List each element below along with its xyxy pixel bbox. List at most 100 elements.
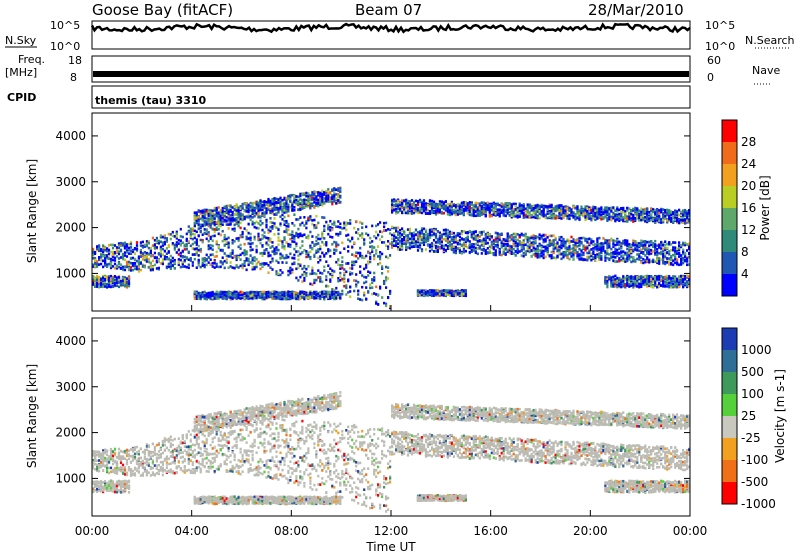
- scatter-cell: [389, 242, 392, 246]
- scatter-cell: [227, 210, 230, 213]
- scatter-cell: [468, 240, 471, 243]
- scatter-cell: [295, 199, 298, 202]
- scatter-cell: [241, 202, 244, 206]
- scatter-cell: [405, 234, 408, 237]
- scatter-cell: [379, 230, 382, 233]
- scatter-cell: [109, 250, 113, 254]
- scatter-cell: [426, 232, 430, 236]
- scatter-cell: [249, 236, 252, 240]
- scatter-cell: [365, 297, 368, 301]
- scatter-cell: [137, 268, 140, 271]
- scatter-cell: [478, 206, 481, 209]
- scatter-cell: [329, 280, 332, 283]
- scatter-cell: [251, 293, 254, 297]
- scatter-cell: [470, 214, 473, 217]
- scatter-cell: [492, 207, 495, 211]
- scatter-cell: [239, 243, 242, 247]
- scatter-cell: [397, 202, 400, 206]
- scatter-cell: [195, 217, 198, 220]
- scatter-cell: [498, 233, 501, 236]
- scatter-cell: [117, 285, 121, 289]
- scatter-cell: [401, 244, 404, 248]
- scatter-cell: [317, 221, 320, 225]
- scatter-cell: [530, 208, 533, 212]
- scatter-cell: [369, 286, 372, 290]
- scatter-cell: [440, 210, 443, 214]
- scatter-cell: [155, 259, 158, 262]
- scatter-cell: [165, 247, 168, 250]
- scatter-cell: [309, 295, 312, 299]
- scatter-cell: [426, 244, 430, 247]
- scatter-cell: [389, 306, 392, 310]
- scatter-cell: [379, 251, 382, 254]
- scatter-cell: [393, 200, 396, 203]
- scatter-cell: [397, 238, 400, 242]
- scatter-cell: [231, 227, 234, 231]
- scatter-cell: [291, 236, 294, 240]
- scatter-cell: [315, 272, 318, 276]
- scatter-cell: [149, 265, 152, 268]
- noise-tick-right-high: 10^5: [705, 19, 735, 32]
- scatter-cell: [468, 206, 471, 210]
- scatter-cell: [113, 279, 117, 282]
- scatter-cell: [530, 207, 533, 210]
- scatter-cell: [518, 234, 521, 237]
- scatter-cell: [309, 292, 312, 296]
- scatter-cell: [450, 291, 453, 295]
- scatter-cell: [251, 211, 254, 214]
- scatter-cell: [107, 276, 111, 280]
- scatter-cell: [327, 200, 330, 203]
- scatter-cell: [239, 217, 242, 221]
- scatter-cell: [223, 243, 226, 247]
- scatter-cell: [263, 252, 266, 255]
- scatter-cell: [267, 200, 270, 204]
- date-title: 28/Mar/2010: [588, 1, 684, 19]
- scatter-cell: [259, 294, 262, 298]
- scatter-cell: [275, 290, 278, 294]
- scatter-cell: [490, 246, 493, 249]
- scatter-cell: [361, 274, 364, 277]
- scatter-cell: [456, 203, 459, 206]
- scatter-cell: [205, 217, 208, 220]
- scatter-cell: [408, 227, 412, 231]
- scatter-cell: [540, 234, 543, 238]
- scatter-cell: [267, 231, 270, 234]
- scatter-cell: [215, 292, 218, 296]
- scatter-cell: [410, 209, 414, 213]
- scatter-cell: [205, 230, 208, 234]
- scatter-cell: [271, 292, 274, 295]
- scatter-cell: [361, 233, 364, 237]
- scatter-cell: [532, 241, 535, 244]
- scatter-cell: [337, 277, 340, 280]
- scatter-cell: [403, 242, 406, 245]
- scatter-cell: [460, 294, 463, 298]
- scatter-cell: [514, 235, 517, 239]
- scatter-cell: [450, 246, 453, 249]
- scatter-cell: [498, 214, 501, 218]
- scatter-cell: [267, 293, 270, 297]
- scatter-cell: [251, 206, 254, 209]
- scatter-cell: [94, 265, 97, 268]
- scatter-cell: [478, 231, 481, 234]
- scatter-cell: [526, 210, 529, 214]
- scatter-cell: [405, 237, 408, 241]
- scatter-cell: [169, 254, 172, 258]
- scatter-cell: [327, 227, 330, 231]
- scatter-cell: [123, 241, 127, 245]
- scatter-cell: [183, 243, 186, 246]
- cpid-value: themis (tau) 3310: [95, 94, 207, 107]
- scatter-cell: [492, 213, 495, 217]
- scatter-cell: [460, 205, 463, 208]
- scatter-cell: [530, 241, 533, 245]
- scatter-cell: [275, 294, 278, 297]
- scatter-cell: [480, 230, 483, 234]
- scatter-cell: [454, 210, 457, 214]
- scatter-cell: [261, 254, 264, 258]
- scatter-cell: [291, 209, 294, 212]
- scatter-cell: [403, 199, 406, 203]
- scatter-cell: [195, 247, 198, 250]
- scatter-cell: [524, 215, 527, 219]
- scatter-cell: [496, 234, 499, 238]
- scatter-cell: [464, 208, 467, 212]
- scatter-cell: [518, 243, 521, 246]
